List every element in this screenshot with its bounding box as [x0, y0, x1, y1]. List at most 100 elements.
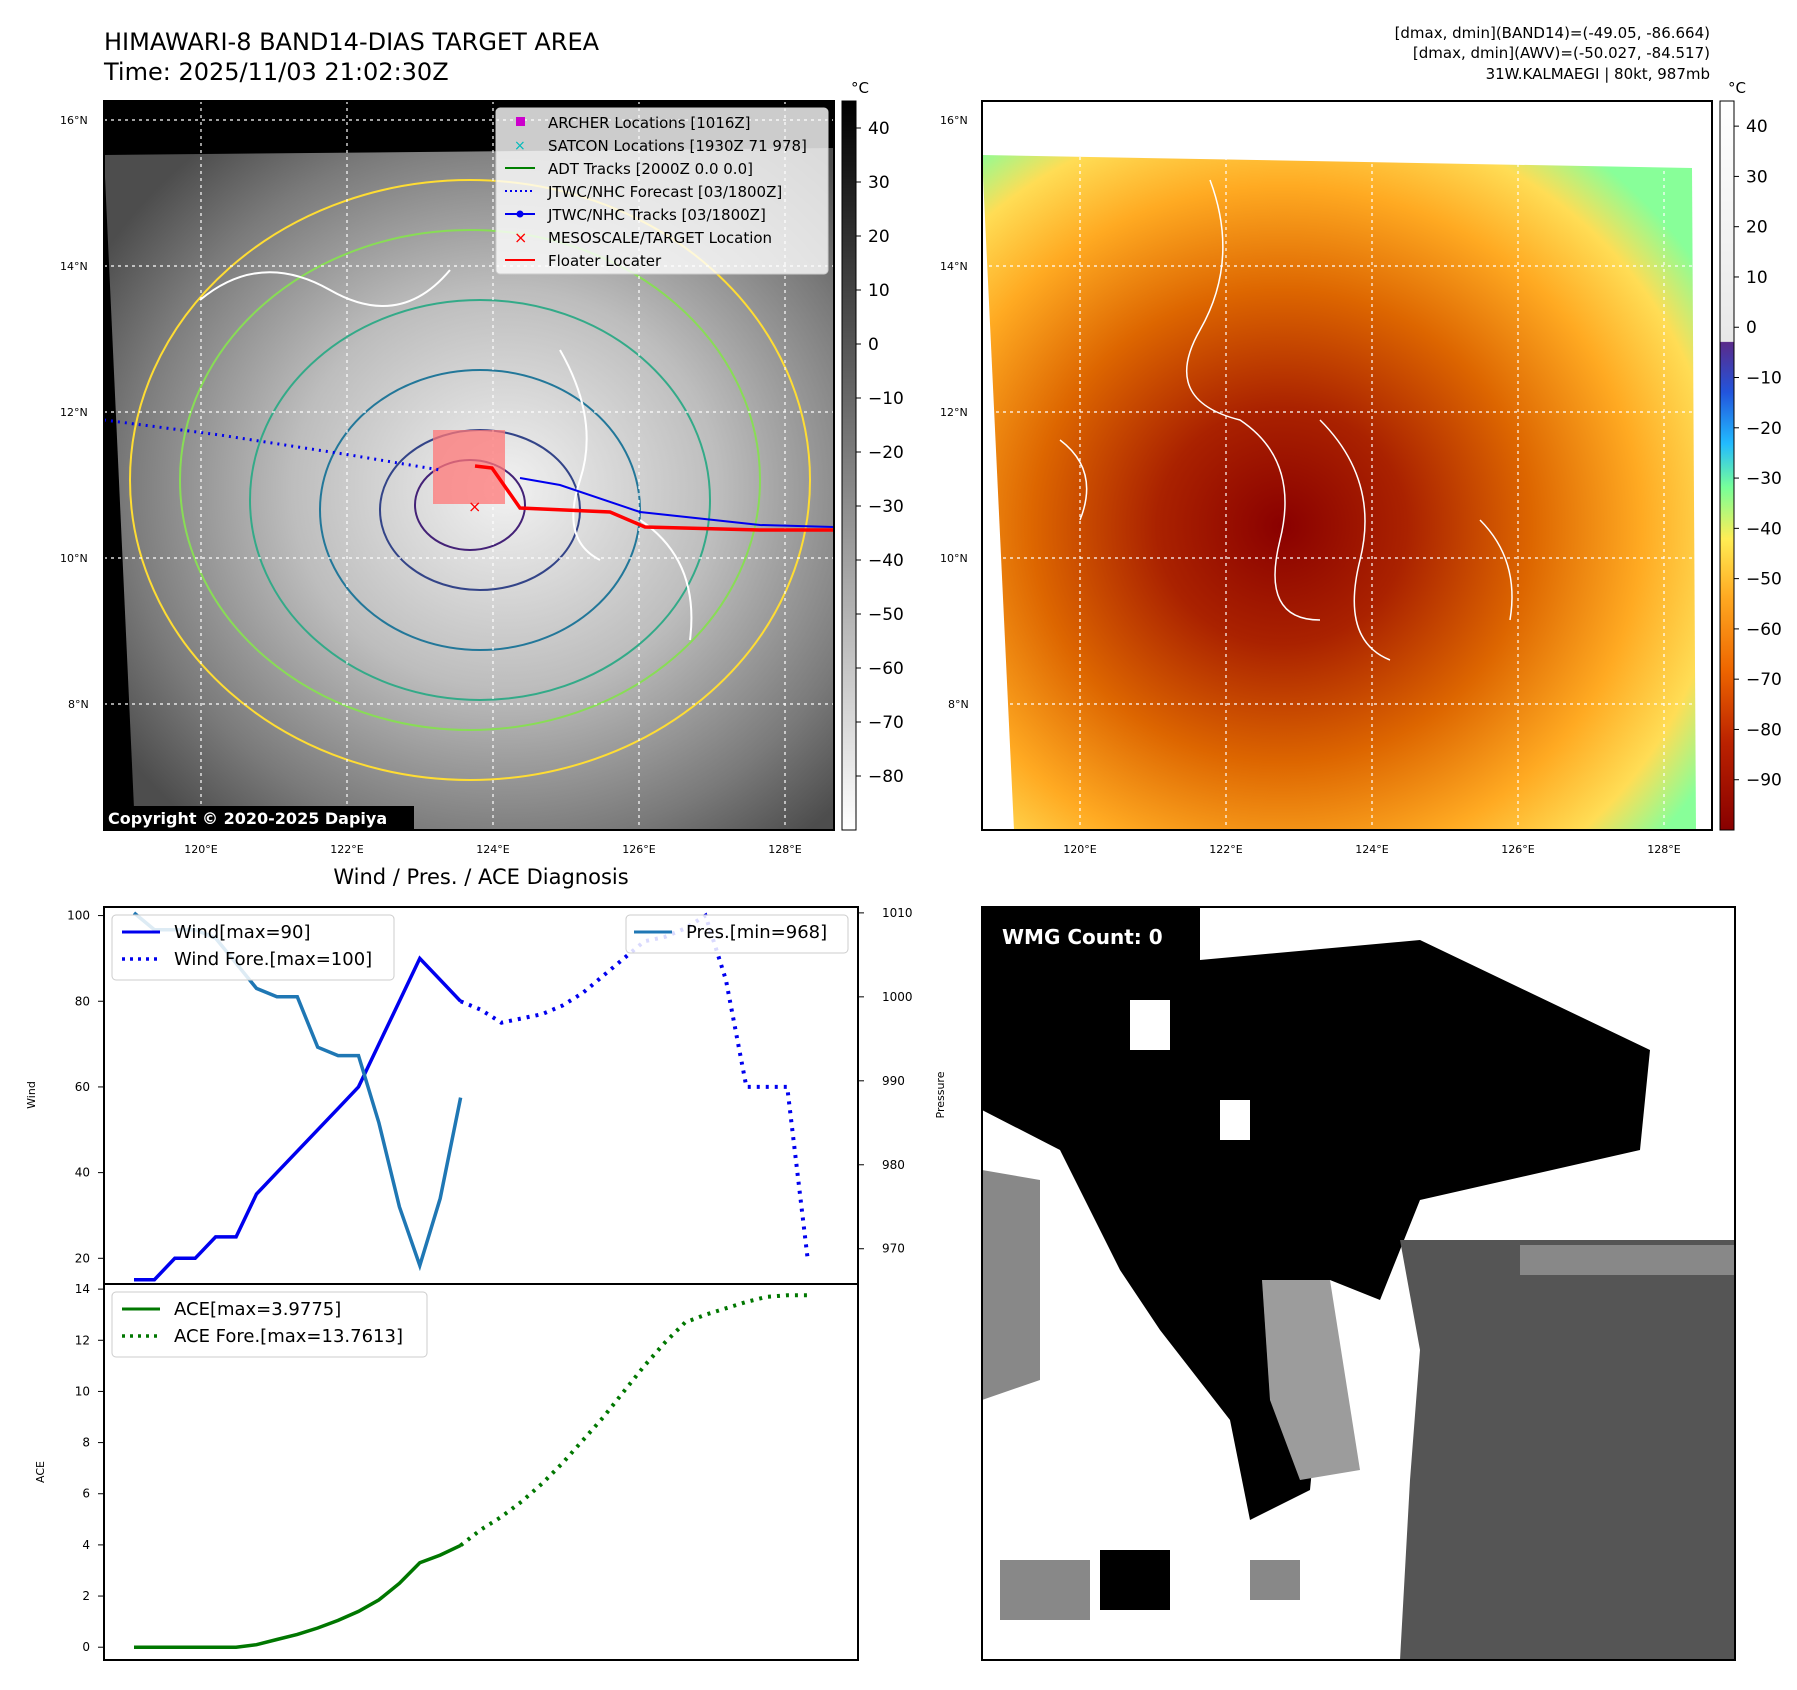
y2-tick-label: 970 [882, 1242, 905, 1256]
mesoscale-target-marker: × [468, 497, 481, 516]
map2-info-line1: [dmax, dmin](BAND14)=(-49.05, -86.664) [1395, 24, 1710, 42]
colorbar-tick-label: 20 [1746, 218, 1768, 238]
map1-lon-120: 120°E [184, 843, 217, 856]
y-tick-label: 40 [75, 1166, 90, 1180]
copyright-box [104, 806, 414, 830]
legend-satcon: SATCON Locations [1930Z 71 978] [548, 137, 807, 155]
y-tick-label: 4 [82, 1538, 90, 1552]
ace-ticks: 0 2 4 6 8 10 12 14 [75, 1282, 104, 1654]
legend-jtwc-tracks: JTWC/NHC Tracks [03/1800Z] [547, 206, 766, 224]
y-tick-label: 20 [75, 1251, 90, 1265]
map1-lon-128: 128°E [768, 843, 801, 856]
jtwc-forecast-track [103, 418, 441, 472]
map1-lat-14: 14°N [60, 260, 88, 273]
colorbar-tick-label: 10 [1746, 268, 1768, 288]
map1-panel: HIMAWARI-8 BAND14-DIAS TARGET AREA Time:… [60, 28, 904, 856]
map2-lat-16: 16°N [940, 114, 968, 127]
map2-lat-12: 12°N [940, 406, 968, 419]
map2-lon-labels: 120°E 122°E 124°E 126°E 128°E [1063, 843, 1680, 856]
map2-lon-122: 122°E [1209, 843, 1242, 856]
map2-lat-8: 8°N [948, 698, 969, 711]
map2-lat-labels: 16°N 14°N 12°N 10°N 8°N [940, 114, 969, 711]
y-tick-label: 14 [75, 1282, 90, 1296]
map1-title-line1: HIMAWARI-8 BAND14-DIAS TARGET AREA [104, 28, 600, 56]
diagnosis-panel: Wind / Pres. / ACE Diagnosis Wind Pressu… [25, 865, 947, 1661]
legend-adt: ADT Tracks [2000Z 0.0 0.0] [548, 160, 753, 178]
map1-colorbar-ticks: 40 30 20 10 0 −10 −20 −30 −40 −50 −60 −70 −80 [856, 119, 904, 787]
map1-colorbar-unit: °C [851, 79, 869, 97]
colorbar-tick-label: 20 [868, 227, 890, 247]
map2-lat-10: 10°N [940, 552, 968, 565]
map2-imagery [982, 155, 1696, 830]
y-tick-label: 100 [67, 909, 90, 923]
colorbar-tick-label: −40 [1746, 519, 1782, 539]
colorbar-tick-label: −80 [868, 767, 904, 787]
wmg-panel: WMG Count: 0 [981, 906, 1736, 1661]
y-tick-label: 60 [75, 1080, 90, 1094]
colorbar-tick-label: −70 [868, 713, 904, 733]
map1-lon-126: 126°E [622, 843, 655, 856]
svg-text:×: × [514, 138, 526, 154]
map1-title-line2: Time: 2025/11/03 21:02:30Z [103, 58, 449, 86]
y-tick-label: 10 [75, 1384, 90, 1398]
y-tick-label: 6 [82, 1487, 90, 1501]
ace-series-group [133, 1293, 808, 1649]
map2-grid [982, 101, 1712, 830]
copyright-text: Copyright © 2020-2025 Dapiya [108, 809, 387, 828]
colorbar-tick-label: −30 [868, 497, 904, 517]
map1-lat-10: 10°N [60, 552, 88, 565]
legend-ace-forecast: ACE Fore.[max=13.7613] [174, 1326, 403, 1347]
map2-lon-128: 128°E [1647, 843, 1680, 856]
colorbar-tick-label: 0 [1746, 318, 1757, 338]
jtwc-observed-track [519, 477, 835, 528]
colorbar-tick-label: −50 [868, 605, 904, 625]
colorbar-tick-label: −70 [1746, 670, 1782, 690]
map1-lat-16: 16°N [60, 114, 88, 127]
y-tick-label: 0 [82, 1640, 90, 1654]
map1-lon-124: 124°E [476, 843, 509, 856]
colorbar-tick-label: −60 [868, 659, 904, 679]
colorbar-tick-label: −40 [868, 551, 904, 571]
map1-colorbar [841, 100, 857, 831]
map1-legend: ARCHER Locations [1016Z] × SATCON Locati… [495, 107, 829, 275]
legend-jtwc-forecast: JTWC/NHC Forecast [03/1800Z] [547, 183, 782, 201]
wmg-count-label: WMG Count: 0 [1002, 925, 1163, 949]
diagnosis-title: Wind / Pres. / ACE Diagnosis [333, 865, 628, 889]
pressure-axis-label: Pressure [934, 1071, 947, 1118]
y-tick-label: 12 [75, 1333, 90, 1347]
colorbar-tick-label: −80 [1746, 720, 1782, 740]
wmg-count-badge [992, 919, 1176, 953]
colorbar-tick-label: 40 [1746, 117, 1768, 137]
legend-ace: ACE[max=3.9775] [174, 1299, 341, 1320]
floater-locater-track [474, 464, 834, 532]
legend-wind-forecast: Wind Fore.[max=100] [174, 949, 372, 970]
map2-lat-14: 14°N [940, 260, 968, 273]
colorbar-tick-label: 30 [1746, 167, 1768, 187]
y-tick-label: 2 [82, 1589, 90, 1603]
map2-colorbar-unit: °C [1728, 79, 1746, 97]
legend-wind: Wind[max=90] [174, 922, 311, 943]
colorbar-tick-label: 30 [868, 173, 890, 193]
map2-panel: [dmax, dmin](BAND14)=(-49.05, -86.664) [… [940, 24, 1782, 856]
map2-frame [981, 100, 1713, 831]
colorbar-tick-label: 10 [868, 281, 890, 301]
y2-tick-label: 980 [882, 1158, 905, 1172]
map2-colorbar-ticks: 40 30 20 10 0 −10 −20 −30 −40 −50 −60 −70 −80 −90 [1734, 117, 1782, 791]
legend-floater: Floater Locater [548, 252, 662, 270]
wind-ticks: 20 40 60 80 100 970 980 990 1000 1010 [67, 906, 912, 1265]
legend-archer: ARCHER Locations [1016Z] [548, 114, 751, 132]
svg-text:×: × [514, 228, 527, 247]
map1-lat-12: 12°N [60, 406, 88, 419]
y-tick-label: 80 [75, 994, 90, 1008]
map2-lon-126: 126°E [1501, 843, 1534, 856]
map2-lon-120: 120°E [1063, 843, 1096, 856]
colorbar-tick-label: −90 [1746, 771, 1782, 791]
ace-axis-label: ACE [34, 1461, 47, 1483]
colorbar-tick-label: −30 [1746, 469, 1782, 489]
y2-tick-label: 1000 [882, 990, 913, 1004]
map2-lon-124: 124°E [1355, 843, 1388, 856]
legend-pressure: Pres.[min=968] [686, 922, 827, 943]
map2-colorbar [1719, 100, 1735, 831]
mesoscale-target-box [433, 430, 505, 504]
wind-legend: Wind[max=90] Wind Fore.[max=100] [111, 914, 395, 981]
